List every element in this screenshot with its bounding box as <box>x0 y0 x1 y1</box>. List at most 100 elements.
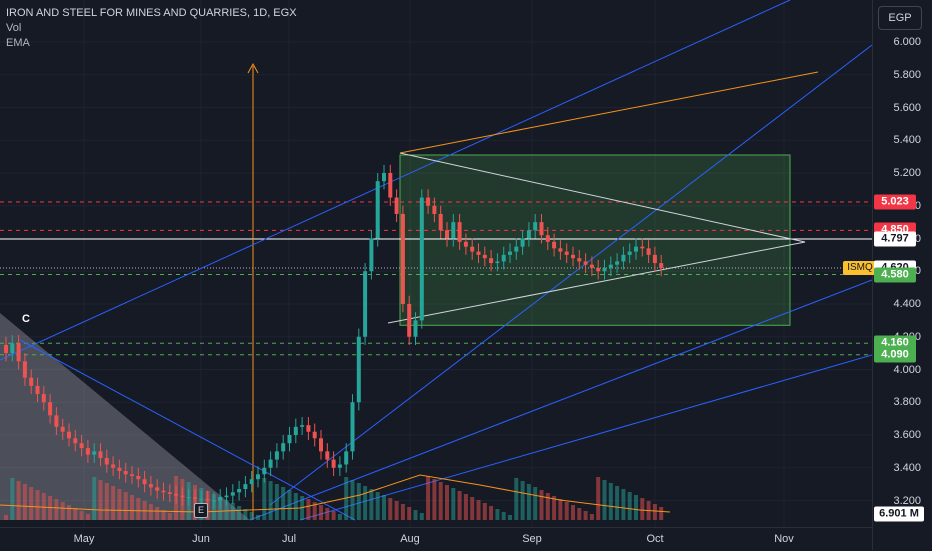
candle <box>520 238 525 247</box>
ema-line <box>0 474 671 513</box>
volume-bar <box>218 497 223 520</box>
time-tick: May <box>73 533 95 545</box>
candle <box>35 385 40 395</box>
volume-bar <box>117 489 122 520</box>
volume-bar <box>363 486 368 520</box>
currency-button[interactable]: EGP <box>878 6 922 30</box>
candle <box>325 451 330 460</box>
orange-trendline <box>399 71 819 154</box>
volume-bar <box>262 478 267 520</box>
volume-bar <box>256 515 260 520</box>
ema-indicator-label[interactable]: EMA <box>6 37 30 49</box>
volume-bar <box>432 479 437 520</box>
candle <box>344 451 349 465</box>
candle <box>293 426 298 435</box>
symmetric-triangle-pattern <box>387 152 806 324</box>
volume-bar <box>287 490 292 520</box>
triangle-drawing <box>0 313 250 520</box>
candle <box>350 402 355 452</box>
time-tick: Oct <box>646 533 664 545</box>
candle <box>262 467 267 475</box>
volume-bar <box>508 515 512 520</box>
price-chart[interactable] <box>0 0 872 527</box>
candle <box>237 489 242 493</box>
volume-bar <box>400 504 405 520</box>
candle <box>375 181 380 239</box>
volume-bar <box>111 486 116 520</box>
candle <box>92 451 97 455</box>
volume-bar <box>123 492 128 520</box>
time-scale[interactable]: May Jun Jul Aug Sep Oct Nov <box>0 527 872 551</box>
volume-bar <box>60 502 65 520</box>
volume-bar <box>413 510 418 520</box>
candle <box>281 443 286 452</box>
candle <box>426 197 431 206</box>
candle <box>419 197 424 321</box>
candle <box>602 267 607 272</box>
price-tick: 4.400 <box>893 298 921 310</box>
volume-bar <box>67 505 71 520</box>
volume-bar <box>375 492 380 520</box>
candle <box>621 254 626 262</box>
candle <box>142 479 147 485</box>
arrow-head-icon <box>247 62 259 74</box>
time-tick: Jun <box>192 533 210 545</box>
volume-bar <box>615 486 620 520</box>
candle <box>67 431 71 439</box>
volume-badge: 6.901 M <box>874 506 924 522</box>
volume-bar <box>577 508 582 520</box>
price-tick: 5.600 <box>893 101 921 114</box>
volume-bar <box>237 506 242 520</box>
candle <box>268 459 273 468</box>
candle <box>382 173 386 182</box>
volume-bar <box>79 511 84 520</box>
earnings-event-marker[interactable]: E <box>194 503 208 518</box>
time-tick: Sep <box>522 533 542 545</box>
time-tick: Aug <box>400 533 420 545</box>
candle <box>230 492 235 496</box>
trendline <box>19 339 356 521</box>
volume-bar <box>451 488 456 520</box>
candle <box>495 261 500 264</box>
candle <box>48 402 53 416</box>
candle <box>73 438 78 444</box>
price-tick: 5.200 <box>893 167 921 179</box>
candle <box>54 415 59 427</box>
candle <box>583 261 588 265</box>
volume-bar <box>564 502 569 520</box>
candle <box>451 222 456 239</box>
volume-bar <box>438 482 443 520</box>
candle <box>60 426 65 432</box>
price-level-badge: 4.580 <box>874 267 916 283</box>
candle <box>489 258 494 264</box>
symbol-price-tag: ISMQ <box>843 260 877 275</box>
candle <box>41 394 46 403</box>
volume-bar <box>243 509 248 520</box>
volume-bar <box>476 500 481 520</box>
candle <box>533 222 538 231</box>
volume-bar <box>482 503 487 520</box>
price-level-badge: 5.023 <box>874 194 916 210</box>
volume-bar <box>583 511 588 520</box>
price-tick: 5.400 <box>893 134 921 147</box>
chart-pane[interactable] <box>0 0 872 527</box>
candle <box>615 261 620 265</box>
volume-bar <box>319 505 323 520</box>
time-tick: Jul <box>281 533 297 545</box>
candle <box>29 377 34 386</box>
volume-bar <box>230 503 235 520</box>
candle <box>256 474 260 480</box>
volume-indicator-label[interactable]: Vol <box>6 22 22 34</box>
price-level-badge: 4.797 <box>874 231 916 247</box>
candle <box>482 254 487 259</box>
volume-bar <box>281 487 286 520</box>
candle <box>646 248 651 255</box>
chart-legend: IRON AND STEEL FOR MINES AND QUARRIES, 1… <box>6 6 297 51</box>
volume-bar <box>514 478 519 520</box>
price-tick: 6.000 <box>893 36 921 48</box>
candle <box>155 487 160 491</box>
symbol-title[interactable]: IRON AND STEEL FOR MINES AND QUARRIES, 1… <box>6 7 297 19</box>
volume-bar <box>85 514 90 520</box>
volume-bar <box>104 483 109 520</box>
volume-bar <box>148 504 153 520</box>
